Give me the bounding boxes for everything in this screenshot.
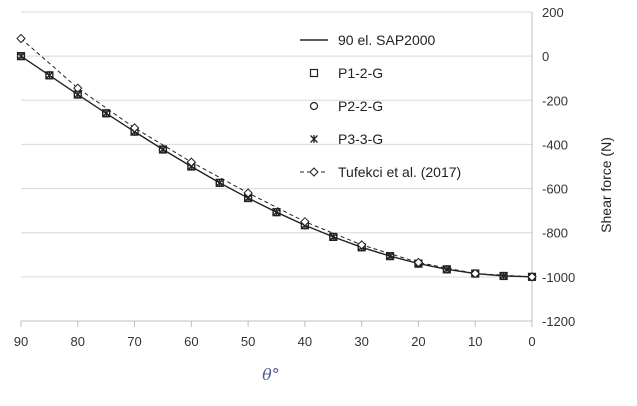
data-point: [527, 272, 537, 282]
data-point: [300, 216, 310, 227]
data-point: [102, 109, 111, 118]
x-tick-label: 60: [184, 334, 198, 349]
legend: 90 el. SAP2000 P1-2-G P2-2-G P3-3-G Tufekci …: [300, 32, 461, 180]
data-point: [73, 83, 83, 93]
data-point: [158, 145, 167, 154]
x-tick-label: 40: [298, 334, 312, 349]
y-tick-label: 200: [542, 5, 564, 20]
legend-label: P2-2-G: [338, 98, 383, 114]
data-point: [272, 208, 281, 217]
y-axis-label: Shear force (N): [598, 137, 614, 233]
x-tick-label: 0: [528, 334, 535, 349]
data-point: [17, 52, 25, 61]
data-point: [16, 33, 26, 44]
x-tick-label: 20: [411, 334, 425, 349]
data-point: [186, 157, 197, 167]
legend-item: P2-2-G: [309, 98, 383, 114]
y-tick-label: -400: [542, 137, 568, 152]
legend-marker: [309, 68, 319, 78]
data-point: [413, 257, 424, 268]
legend-marker: [309, 167, 319, 177]
y-tick-label: 0: [542, 49, 549, 64]
x-tick-label: 90: [14, 334, 28, 349]
legend-label: P3-3-G: [338, 131, 383, 147]
data-point: [129, 123, 140, 133]
axes: [20, 12, 533, 327]
legend-marker: [309, 101, 319, 111]
x-tick-label: 10: [468, 334, 482, 349]
grid-lines: [21, 11, 532, 278]
series-line: [20, 38, 533, 278]
y-tick-label: -800: [542, 226, 568, 241]
x-tick-label: 70: [127, 334, 141, 349]
legend-item: 90 el. SAP2000: [300, 32, 436, 48]
data-point: [45, 71, 54, 80]
legend-label: P1-2-G: [338, 65, 383, 81]
y-tick-label: -600: [542, 182, 568, 197]
x-tick-label: 50: [241, 334, 255, 349]
x-tick-label: 30: [354, 334, 368, 349]
data-point: [356, 240, 367, 250]
x-tick-label: 80: [71, 334, 85, 349]
legend-label: Tufekci et al. (2017): [338, 164, 461, 180]
data-point: [470, 268, 480, 279]
data-point: [243, 188, 253, 198]
data-point: [442, 265, 451, 274]
series-tufekci-et-al-2017: [16, 33, 537, 282]
data-point: [499, 271, 508, 280]
y-tick-label: -1200: [542, 314, 575, 329]
legend-item: P3-3-G: [310, 131, 383, 147]
legend-item: P1-2-G: [309, 65, 383, 81]
x-axis-label: θ°: [262, 365, 280, 384]
y-tick-label: -1000: [542, 270, 575, 285]
y-tick-label: -200: [542, 93, 568, 108]
data-point: [215, 178, 224, 187]
legend-label: 90 el. SAP2000: [338, 32, 436, 48]
legend-marker: [310, 135, 318, 143]
series-layer: [16, 33, 537, 282]
legend-item: Tufekci et al. (2017): [300, 164, 461, 180]
